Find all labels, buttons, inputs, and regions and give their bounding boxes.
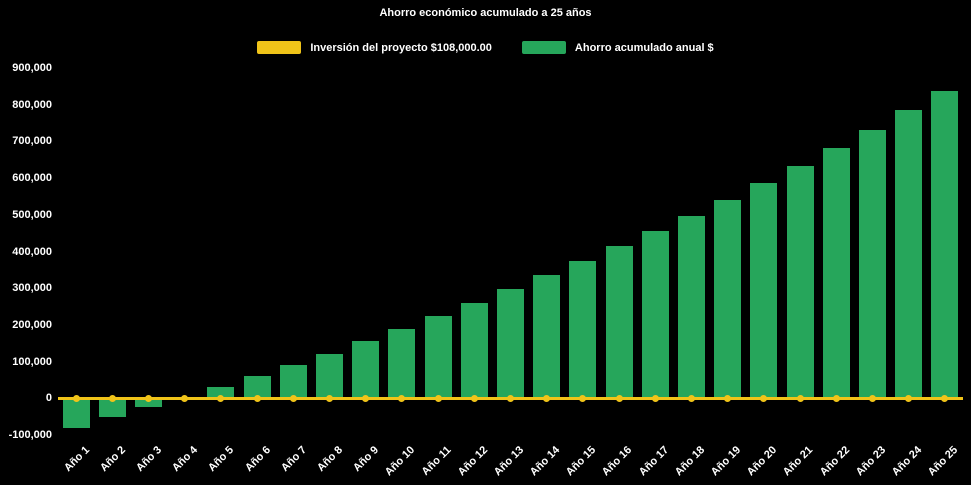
legend-item-investment: Inversión del proyecto $108,000.00: [257, 41, 492, 54]
y-axis-label: 200,000: [12, 318, 52, 331]
investment-line-marker: [832, 394, 840, 402]
legend-item-savings: Ahorro acumulado anual $: [521, 41, 714, 54]
investment-line-marker: [579, 394, 587, 402]
investment-line-marker: [326, 394, 333, 402]
x-axis-label: Año 16: [600, 444, 635, 479]
x-axis-label: Año 2: [97, 444, 128, 475]
investment-line-marker: [543, 394, 551, 402]
bar-year-9: [352, 341, 380, 399]
x-axis-label: Año 10: [382, 444, 418, 479]
investment-line-marker: [434, 394, 442, 402]
bar-year-23: [859, 130, 886, 399]
x-axis-label: Año 22: [817, 444, 852, 479]
x-axis-label: Año 14: [527, 444, 563, 479]
y-axis-label: -100,000: [8, 429, 52, 441]
investment-line-marker: [760, 394, 768, 402]
x-axis-label: Año 1: [61, 444, 92, 475]
y-axis-label: 300,000: [12, 282, 52, 295]
investment-line-marker: [108, 394, 116, 402]
x-axis-label: Año 7: [278, 444, 309, 475]
chart-title: Ahorro económico acumulado a 25 años: [379, 7, 592, 19]
bar-year-7: [279, 365, 307, 399]
x-axis-label: Año 6: [242, 444, 273, 475]
legend-label-savings: Ahorro acumulado anual $: [574, 41, 714, 54]
legend-swatch-investment: [257, 41, 302, 54]
x-axis-label: Año 3: [133, 444, 164, 475]
investment-line-marker: [253, 394, 261, 402]
bar-year-21: [786, 165, 814, 399]
investment-line-marker: [724, 394, 732, 402]
investment-line-marker: [145, 394, 152, 402]
bar-year-24: [895, 110, 923, 399]
bar-year-16: [605, 246, 633, 399]
bar-year-15: [569, 261, 597, 399]
x-axis-label: Año 25: [925, 444, 961, 479]
x-axis-label: Año 17: [636, 444, 671, 479]
x-axis-label: Año 15: [563, 444, 599, 479]
investment-line-marker: [289, 394, 297, 402]
investment-line-marker: [905, 394, 913, 402]
bar-year-11: [424, 315, 452, 399]
y-axis-label: 800,000: [12, 98, 52, 111]
bar-year-17: [641, 231, 669, 399]
y-axis-label: 100,000: [12, 355, 52, 368]
bar-year-18: [678, 215, 705, 399]
bar-year-2: [98, 398, 126, 418]
bar-year-19: [714, 200, 742, 399]
x-axis-label: Año 18: [672, 444, 707, 479]
x-axis-label: Año 23: [853, 444, 888, 479]
bar-year-1: [62, 398, 90, 428]
x-axis-label: Año 4: [170, 444, 201, 475]
y-axis-label: 0: [45, 392, 52, 405]
investment-line-marker: [398, 394, 406, 402]
x-axis-label: Año 19: [708, 444, 744, 479]
bar-year-3: [135, 398, 162, 408]
y-axis-label: 500,000: [12, 208, 52, 221]
bar-year-12: [460, 302, 488, 399]
bar-year-20: [750, 182, 778, 399]
legend-swatch-savings: [521, 41, 566, 54]
y-axis-label: 700,000: [12, 135, 52, 148]
bar-year-8: [316, 353, 343, 399]
x-axis-label: Año 9: [351, 444, 382, 475]
investment-line-marker: [470, 394, 478, 402]
y-axis-label: 400,000: [12, 245, 52, 258]
bar-year-22: [822, 148, 850, 399]
x-axis-label: Año 13: [491, 444, 526, 479]
x-axis-label: Año 11: [419, 444, 454, 478]
x-axis-label: Año 8: [314, 444, 345, 475]
bar-year-5: [207, 386, 235, 399]
investment-line-marker: [651, 394, 659, 402]
investment-line-marker: [688, 394, 695, 402]
investment-line-marker: [181, 394, 189, 402]
investment-line-marker: [217, 394, 225, 402]
y-axis-label: 900,000: [12, 62, 52, 74]
bar-year-25: [931, 90, 959, 399]
investment-line-marker: [362, 394, 370, 402]
legend-label-investment: Inversión del proyecto $108,000.00: [310, 41, 492, 54]
bar-year-6: [243, 376, 271, 399]
bar-year-13: [497, 289, 524, 399]
bar-year-10: [388, 328, 416, 399]
x-axis-label: Año 5: [206, 444, 237, 475]
investment-line-marker: [941, 394, 949, 402]
investment-line-marker: [796, 394, 804, 402]
x-axis-label: Año 20: [744, 444, 780, 479]
x-axis-label: Año 24: [889, 444, 925, 479]
x-axis-label: Año 12: [455, 444, 490, 479]
investment-line-marker: [615, 394, 623, 402]
investment-line-marker: [869, 394, 876, 402]
investment-line-marker: [507, 394, 514, 402]
x-axis-label: Año 21: [781, 444, 816, 479]
bar-year-14: [533, 275, 561, 399]
investment-line-marker: [72, 394, 80, 402]
y-axis-label: 600,000: [12, 172, 52, 185]
legend: Inversión del proyecto $108,000.00 Ahorr…: [0, 41, 971, 54]
